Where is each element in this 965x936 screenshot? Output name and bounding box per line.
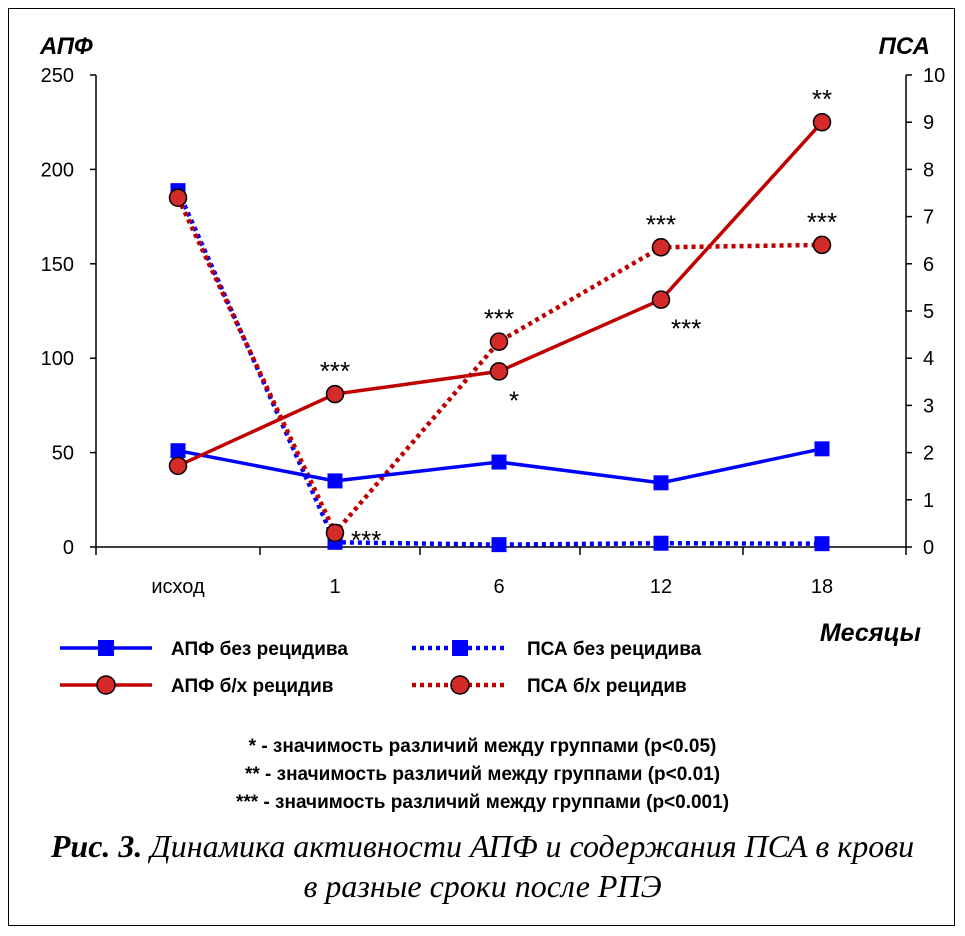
data-point-square	[814, 441, 830, 457]
series-2	[168, 112, 832, 476]
left-tick-label: 150	[41, 254, 74, 276]
right-tick-label: 9	[923, 112, 934, 134]
figure-caption-line2: в разные сроки после РПЭ	[0, 868, 965, 905]
legend-label: АПФ б/х рецидив	[171, 676, 333, 697]
left-axis-title: АПФ	[39, 33, 93, 60]
right-tick-label: 7	[923, 207, 934, 229]
right-tick-label: 1	[923, 490, 934, 512]
figure-number: Рис. 3.	[50, 828, 143, 864]
left-tick-label: 250	[41, 65, 74, 87]
data-point-circle	[489, 362, 509, 381]
figure-caption-line1: Рис. 3. Динамика активности АПФ и содерж…	[0, 828, 965, 865]
legend-marker-circle	[450, 675, 470, 695]
legend-item: ПСА б/х рецидив	[412, 675, 687, 697]
x-axis-title: Месяцы	[820, 619, 921, 647]
significance-label: ***	[807, 207, 837, 237]
significance-label: **	[812, 84, 832, 114]
legend-marker-circle	[96, 675, 116, 695]
legend-label: АПФ без рецидива	[171, 639, 348, 660]
data-point-square	[327, 473, 343, 489]
data-point-circle	[651, 238, 671, 257]
left-tick-label: 50	[52, 443, 74, 465]
legend-label: ПСА без рецидива	[527, 639, 702, 660]
note-p005: * - значимость различий между группами (…	[248, 736, 717, 757]
data-point-square	[653, 475, 669, 491]
significance-notes: * - значимость различий между группами (…	[0, 733, 965, 817]
significance-label: ***	[646, 209, 676, 239]
significance-label: *	[509, 385, 519, 415]
x-tick-label: исход	[151, 576, 205, 598]
left-tick-label: 100	[41, 348, 74, 370]
data-point-circle	[325, 384, 345, 404]
series-line	[177, 121, 824, 468]
caption-text-1: Динамика активности АПФ и содержания ПСА…	[142, 828, 915, 864]
right-axis-title: ПСА	[879, 33, 930, 60]
data-point-square	[491, 537, 507, 553]
right-tick-label: 10	[923, 65, 945, 87]
left-tick-label: 200	[41, 159, 74, 181]
note-p001-2: ** - значимость различий между группами …	[244, 764, 721, 785]
significance-label: ***	[484, 304, 514, 334]
legend-item: ПСА без рецидива	[412, 639, 702, 660]
legend-marker-square	[98, 640, 114, 656]
legend-marker-square	[452, 640, 468, 656]
note-p0001: *** - значимость различий между группами…	[235, 792, 730, 813]
right-tick-label: 4	[923, 348, 934, 370]
data-point-square	[814, 536, 830, 552]
series-4	[168, 188, 832, 543]
legend-item: АПФ без рецидива	[60, 639, 348, 660]
series-1	[170, 441, 830, 491]
data-point-circle	[651, 290, 671, 309]
series-layer	[168, 112, 832, 553]
annotations: *********************	[320, 84, 837, 555]
right-tick-label: 6	[923, 254, 934, 276]
x-tick-label: 18	[811, 576, 833, 598]
right-tick-label: 3	[923, 395, 934, 417]
data-point-circle	[168, 188, 188, 207]
x-tick-label: 6	[493, 576, 504, 598]
figure-frame	[8, 8, 955, 926]
significance-label: ***	[671, 314, 701, 344]
legend: АПФ без рецидива АПФ б/х рецидив ПСА без р…	[60, 639, 702, 697]
data-point-square	[653, 535, 669, 551]
caption-text-2: в разные сроки после РПЭ	[303, 868, 662, 904]
x-tick-label: 1	[329, 576, 340, 598]
right-tick-label: 2	[923, 443, 934, 465]
data-point-circle	[812, 112, 832, 132]
data-point-circle	[325, 523, 345, 543]
data-point-square	[491, 454, 507, 470]
left-tick-label: 0	[63, 537, 74, 559]
significance-label: ***	[320, 356, 350, 386]
right-tick-label: 5	[923, 301, 934, 323]
legend-item: АПФ б/х рецидив	[60, 675, 333, 697]
data-point-circle	[168, 456, 188, 476]
legend-label: ПСА б/х рецидив	[527, 676, 687, 697]
x-tick-label: 12	[650, 576, 672, 598]
significance-label: ***	[351, 525, 381, 555]
data-point-circle	[812, 235, 832, 255]
data-point-circle	[489, 332, 509, 351]
right-tick-label: 0	[923, 537, 934, 559]
right-tick-label: 8	[923, 159, 934, 181]
data-point-square	[170, 443, 186, 459]
